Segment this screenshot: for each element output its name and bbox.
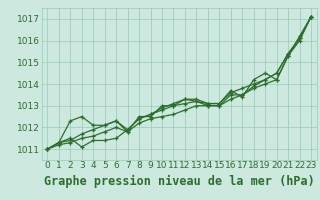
X-axis label: Graphe pression niveau de la mer (hPa): Graphe pression niveau de la mer (hPa) (44, 175, 315, 188)
